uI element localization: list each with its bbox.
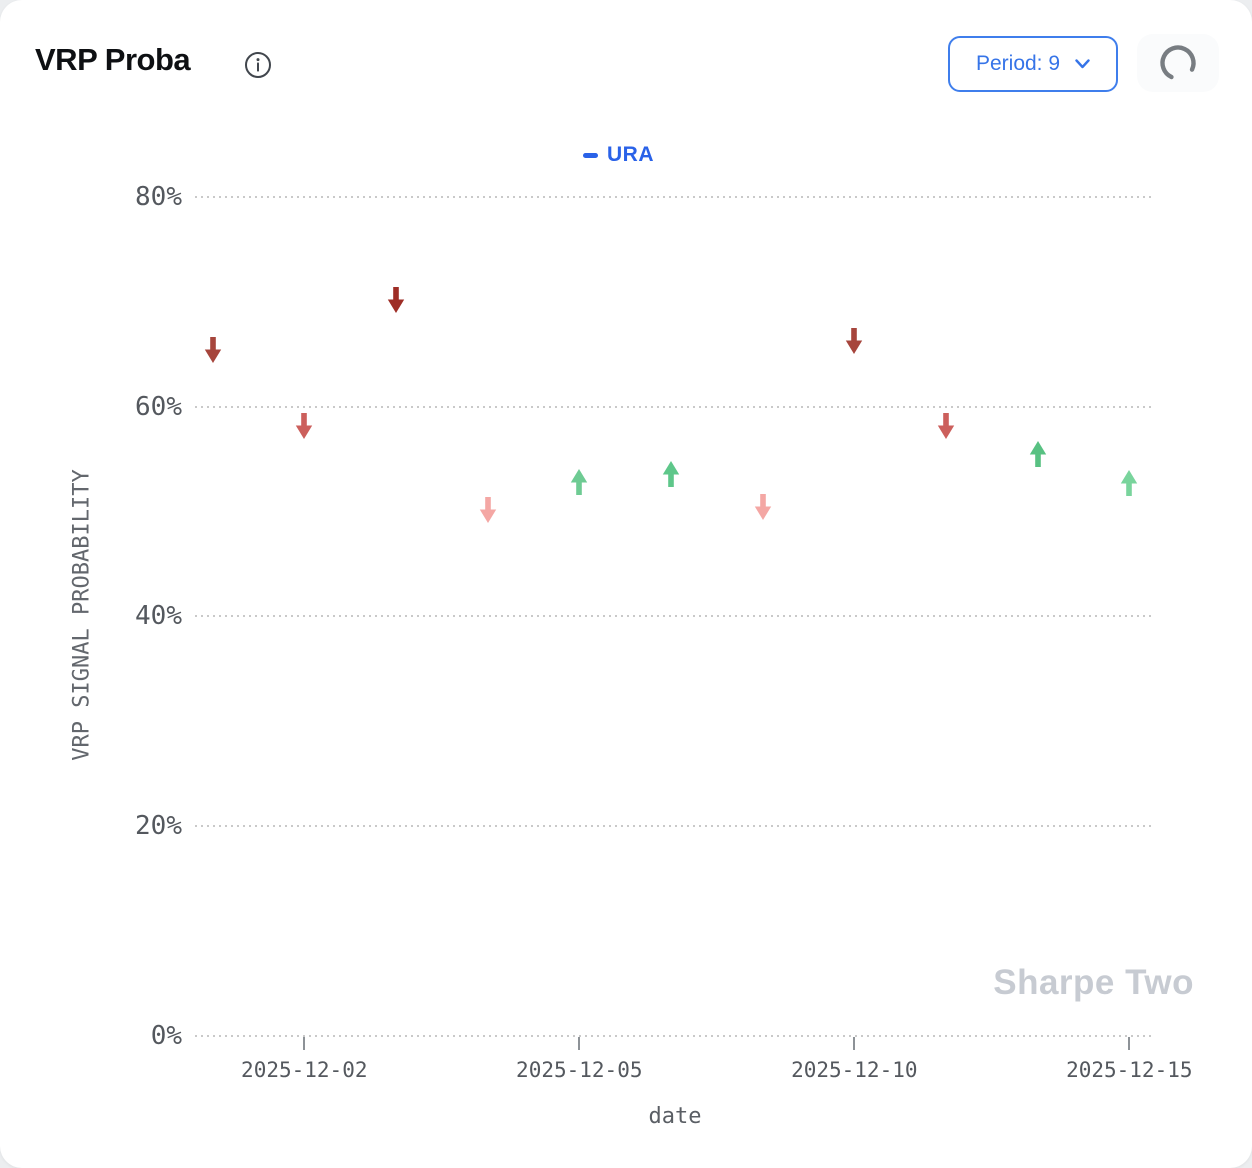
y-gridline-80% — [195, 196, 1155, 199]
page-title: VRP Proba — [35, 42, 191, 77]
signal-arrow-up — [1113, 467, 1145, 499]
chart-plot-area[interactable] — [195, 178, 1155, 1050]
signal-arrow-down — [197, 334, 229, 366]
period-dropdown-label: Period: 9 — [975, 52, 1061, 75]
y-gridline-40% — [195, 615, 1155, 618]
x-tick-label: 2025-12-10 — [791, 1058, 918, 1082]
y-gridline-20% — [195, 824, 1155, 827]
watermark: Sharpe Two — [993, 963, 1194, 1002]
signal-arrow-down — [838, 325, 870, 357]
y-tick-label: 40% — [135, 601, 182, 632]
loading-spinner-icon — [1158, 43, 1198, 83]
y-tick-label: 60% — [135, 391, 182, 422]
signal-arrow-down — [747, 491, 779, 523]
signal-arrow-down — [288, 410, 320, 442]
x-tick-mark — [853, 1037, 856, 1050]
signal-arrow-down — [472, 494, 504, 526]
info-icon[interactable] — [244, 51, 272, 79]
y-axis-title: VRP SIGNAL PROBABILITY — [69, 469, 95, 761]
signal-arrow-up — [563, 466, 595, 498]
signal-arrow-up — [1022, 438, 1054, 470]
x-tick-label: 2025-12-15 — [1066, 1058, 1193, 1082]
x-tick-mark — [303, 1037, 306, 1050]
signal-arrow-down — [380, 284, 412, 316]
y-gridline-60% — [195, 405, 1155, 408]
refresh-button[interactable] — [1137, 34, 1219, 92]
y-tick-label: 80% — [135, 182, 182, 213]
y-gridline-0% — [195, 1034, 1155, 1037]
x-tick-label: 2025-12-05 — [516, 1058, 643, 1082]
chevron-down-icon — [1075, 59, 1090, 69]
legend-label: URA — [607, 143, 654, 166]
x-tick-label: 2025-12-02 — [241, 1058, 368, 1082]
period-dropdown[interactable]: Period: 9 — [948, 36, 1118, 92]
legend-item-ura[interactable]: URA — [583, 143, 654, 167]
x-tick-mark — [1128, 1037, 1131, 1050]
signal-arrow-down — [930, 410, 962, 442]
y-tick-label: 0% — [150, 1020, 182, 1051]
signal-arrow-up — [655, 458, 687, 490]
x-tick-mark — [578, 1037, 581, 1050]
legend-line-marker — [583, 152, 598, 158]
x-axis-title: date — [648, 1104, 702, 1129]
y-tick-label: 20% — [135, 810, 182, 841]
